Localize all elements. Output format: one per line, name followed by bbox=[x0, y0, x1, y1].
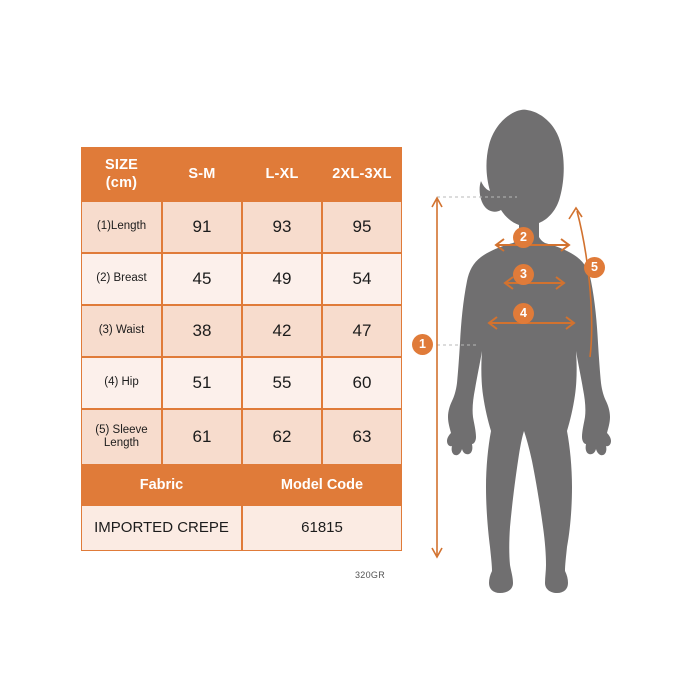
arrow-breast-2 bbox=[494, 238, 571, 252]
arrow-sleeve-5 bbox=[568, 206, 593, 358]
length-sm: 91 bbox=[162, 201, 242, 253]
table-row-length: (1)Length 91 93 95 bbox=[81, 201, 402, 253]
sleeve-label-line2: Length bbox=[103, 437, 140, 449]
arrow-length-1 bbox=[431, 196, 443, 559]
female-silhouette-icon bbox=[447, 109, 611, 593]
row-label-breast: (2) Breast bbox=[81, 253, 162, 305]
waist-2xl3xl: 47 bbox=[322, 305, 402, 357]
row-label-sleeve-length: (5) Sleeve Length bbox=[81, 409, 162, 465]
table-row-hip: (4) Hip 51 55 60 bbox=[81, 357, 402, 409]
waist-arrow-head-left bbox=[503, 276, 514, 290]
row-label-hip: (4) Hip bbox=[81, 357, 162, 409]
length-lxl: 93 bbox=[242, 201, 322, 253]
badge-breast-2: 2 bbox=[513, 227, 534, 248]
sleeve-arrow-shaft bbox=[576, 210, 593, 358]
length-arrow-head-top bbox=[431, 196, 443, 208]
badge-length-1: 1 bbox=[412, 334, 433, 355]
measurement-guide-lines bbox=[437, 196, 517, 346]
table-header-row: SIZE (cm) S-M L-XL 2XL-3XL bbox=[81, 147, 402, 201]
hip-arrow-head-right bbox=[565, 316, 576, 330]
header-model-code: Model Code bbox=[242, 465, 402, 505]
header-col-sm: S-M bbox=[162, 147, 242, 201]
sleeve-label-line1: (5) Sleeve bbox=[95, 423, 148, 436]
hip-sm: 51 bbox=[162, 357, 242, 409]
length-2xl3xl: 95 bbox=[322, 201, 402, 253]
table-row-waist: (3) Waist 38 42 47 bbox=[81, 305, 402, 357]
breast-sm: 45 bbox=[162, 253, 242, 305]
header-size-cm: SIZE (cm) bbox=[81, 147, 162, 201]
breast-arrow-head-left bbox=[494, 238, 505, 252]
badge-waist-3: 3 bbox=[513, 264, 534, 285]
waist-sm: 38 bbox=[162, 305, 242, 357]
arrow-hip-4 bbox=[487, 316, 576, 330]
waist-lxl: 42 bbox=[242, 305, 322, 357]
table-footer-header-row: Fabric Model Code bbox=[81, 465, 402, 505]
waist-arrow-head-right bbox=[555, 276, 566, 290]
table-footer-value-row: IMPORTED CREPE 61815 bbox=[81, 505, 402, 551]
sleeve-arrow-head-top bbox=[568, 206, 583, 220]
sleeve-2xl3xl: 63 bbox=[322, 409, 402, 465]
measurement-figure bbox=[405, 85, 660, 595]
header-col-lxl: L-XL bbox=[242, 147, 322, 201]
badge-hip-4: 4 bbox=[513, 303, 534, 324]
hip-2xl3xl: 60 bbox=[322, 357, 402, 409]
row-label-waist: (3) Waist bbox=[81, 305, 162, 357]
length-arrow-head-bottom bbox=[431, 547, 443, 559]
breast-lxl: 49 bbox=[242, 253, 322, 305]
value-fabric: IMPORTED CREPE bbox=[81, 505, 242, 551]
sleeve-lxl: 62 bbox=[242, 409, 322, 465]
fabric-weight-note: 320GR bbox=[355, 570, 386, 580]
arrow-waist-3 bbox=[503, 276, 566, 290]
table-row-breast: (2) Breast 45 49 54 bbox=[81, 253, 402, 305]
breast-2xl3xl: 54 bbox=[322, 253, 402, 305]
header-cm-label: (cm) bbox=[105, 175, 138, 191]
size-chart-table: SIZE (cm) S-M L-XL 2XL-3XL (1)Length 91 … bbox=[81, 147, 402, 551]
row-label-length: (1)Length bbox=[81, 201, 162, 253]
table-row-sleeve-length: (5) Sleeve Length 61 62 63 bbox=[81, 409, 402, 465]
value-model-code: 61815 bbox=[242, 505, 402, 551]
breast-arrow-head-right bbox=[560, 238, 571, 252]
hip-lxl: 55 bbox=[242, 357, 322, 409]
header-fabric: Fabric bbox=[81, 465, 242, 505]
badge-sleeve-5: 5 bbox=[584, 257, 605, 278]
hip-arrow-head-left bbox=[487, 316, 498, 330]
sleeve-sm: 61 bbox=[162, 409, 242, 465]
header-col-2xl3xl: 2XL-3XL bbox=[322, 147, 402, 201]
header-size-label: SIZE bbox=[104, 156, 139, 173]
